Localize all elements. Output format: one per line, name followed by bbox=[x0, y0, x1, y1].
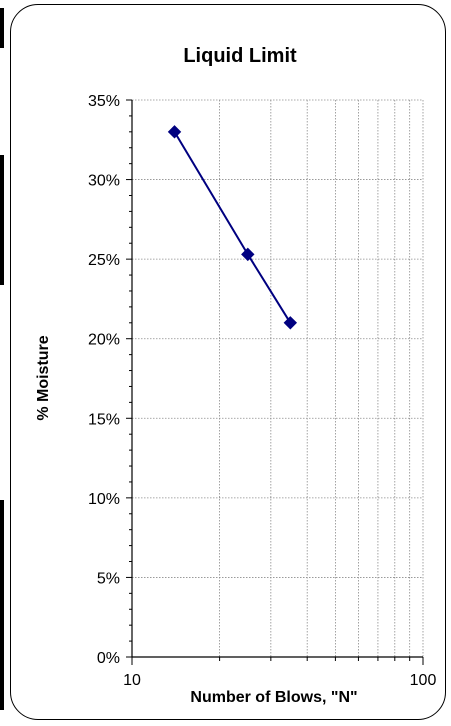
x-tick-label: 10 bbox=[123, 672, 141, 689]
y-tick-label: 25% bbox=[88, 252, 120, 269]
left-edge-bar-top bbox=[0, 8, 4, 48]
y-tick-label: 10% bbox=[88, 491, 120, 508]
y-axis-label: % Moisture bbox=[35, 335, 52, 420]
y-tick-label: 30% bbox=[88, 173, 120, 190]
x-tick-label: 100 bbox=[410, 672, 437, 689]
left-edge-bar-middle bbox=[0, 155, 4, 285]
axis-layer bbox=[126, 99, 424, 665]
tick-label-layer: 0% 5% 10% 15% 20% 25% 30% 35% 10 100 bbox=[88, 93, 436, 689]
y-tick-label: 0% bbox=[97, 650, 120, 667]
x-axis-label: Number of Blows, "N" bbox=[190, 689, 357, 706]
plot-area bbox=[132, 100, 423, 657]
y-tick-label: 20% bbox=[88, 332, 120, 349]
data-point-diamond bbox=[283, 316, 298, 330]
y-tick-label: 5% bbox=[97, 570, 120, 587]
grid-layer bbox=[132, 99, 424, 657]
series-layer bbox=[167, 125, 298, 330]
y-tick-label: 35% bbox=[88, 93, 120, 110]
left-edge-bar-bottom bbox=[0, 500, 4, 710]
y-tick-label: 15% bbox=[88, 411, 120, 428]
data-point-diamond bbox=[167, 125, 182, 139]
chart-title: Liquid Limit bbox=[183, 45, 297, 67]
data-point-diamond bbox=[241, 247, 255, 262]
